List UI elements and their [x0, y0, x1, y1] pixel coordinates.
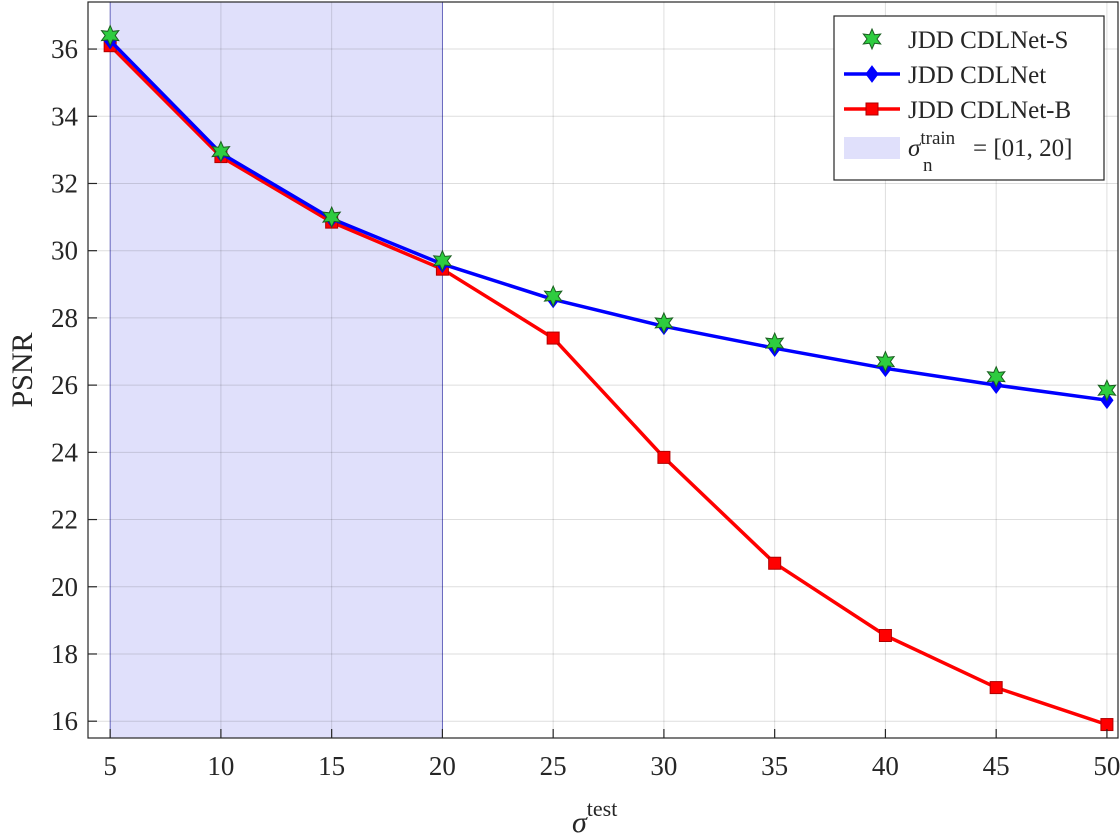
- tick-layer: 5 10 15 20 25 30 35 40 45 50 16 18 20 22 24 26 28 30 32 34 3…: [51, 34, 1120, 781]
- data-point-jdd-cdlnet-b: [989, 681, 1003, 695]
- y-tick-label: 26: [51, 370, 78, 400]
- data-point-jdd-cdlnet-s: [986, 365, 1006, 388]
- legend-item-jdd-cdlnet-s: JDD CDLNet-S: [862, 27, 1068, 54]
- legend-marker: [865, 65, 879, 83]
- y-tick-label: 20: [51, 572, 78, 602]
- legend-item-shaded-region: σtrain n = [01, 20]: [844, 128, 1073, 176]
- y-tick-label: 16: [51, 706, 78, 736]
- shaded-train-range: [109, 1, 443, 739]
- y-axis-label: PSNR: [6, 332, 39, 407]
- series-line-jdd-cdlnet-b: [108, 44, 1108, 727]
- y-tick-label: 36: [51, 34, 78, 64]
- legend-marker: [862, 27, 882, 51]
- x-tick-label: 20: [429, 751, 456, 781]
- legend-shaded-range: = [01, 20]: [973, 135, 1073, 162]
- data-point-jdd-cdlnet-s: [100, 24, 120, 47]
- x-tick-label: 40: [872, 751, 899, 781]
- x-tick-label: 45: [983, 751, 1010, 781]
- x-tick-label: 30: [650, 751, 677, 781]
- y-tick-label: 34: [51, 101, 79, 131]
- legend-label: JDD CDLNet-S: [908, 27, 1068, 54]
- y-tick-label: 24: [51, 437, 79, 467]
- legend-marker: [865, 102, 879, 116]
- grid-layer: [88, 2, 1118, 738]
- legend-shaded-sigma: σ: [908, 135, 922, 162]
- x-tick-label: 10: [207, 751, 234, 781]
- x-tick-label: 35: [761, 751, 788, 781]
- legend-shaded-sup: train: [920, 128, 955, 149]
- data-point-jdd-cdlnet-b: [768, 556, 782, 570]
- series-line-jdd-cdlnet: [108, 39, 1108, 402]
- legend-items: JDD CDLNet-S JDD CDLNet JDD CDLNet-B: [844, 27, 1071, 124]
- x-tick-label: 25: [540, 751, 567, 781]
- x-tick-label: 5: [103, 751, 117, 781]
- legend: JDD CDLNet-S JDD CDLNet JDD CDLNet-B σtrai…: [833, 15, 1105, 181]
- y-tick-label: 22: [51, 505, 78, 535]
- series-jdd-cdlnet-s: [100, 24, 1117, 402]
- x-axis-label: σtest: [572, 796, 617, 839]
- legend-label: JDD CDLNet: [908, 62, 1046, 89]
- legend-shaded-label: σtrain n = [01, 20]: [908, 128, 1073, 176]
- data-point-jdd-cdlnet-s: [321, 205, 342, 229]
- y-tick-label: 18: [51, 639, 78, 669]
- data-point-jdd-cdlnet-s: [211, 140, 231, 163]
- legend-label: JDD CDLNet-B: [908, 97, 1071, 124]
- data-point-jdd-cdlnet-b: [878, 628, 892, 642]
- x-tick-label: 15: [318, 751, 345, 781]
- y-tick-label: 28: [51, 303, 78, 333]
- data-point-jdd-cdlnet-s: [1097, 378, 1117, 402]
- y-tick-label: 30: [51, 236, 78, 266]
- legend-shaded-swatch: [844, 137, 900, 159]
- x-axis-label-sup: test: [587, 796, 618, 821]
- data-point-jdd-cdlnet-s: [432, 249, 453, 273]
- plot-frame: [87, 1, 1119, 739]
- y-tick-label: 32: [51, 168, 78, 198]
- data-point-jdd-cdlnet-b: [1100, 718, 1114, 732]
- shaded-region-layer: [109, 1, 443, 739]
- data-point-jdd-cdlnet-s: [654, 311, 674, 335]
- legend-item-jdd-cdlnet: JDD CDLNet: [844, 62, 1046, 89]
- data-point-jdd-cdlnet-s: [764, 331, 785, 355]
- x-axis-label-base: σ: [572, 806, 588, 839]
- x-tick-label: 50: [1093, 751, 1120, 781]
- data-point-jdd-cdlnet-s: [875, 350, 896, 373]
- legend-item-jdd-cdlnet-b: JDD CDLNet-B: [844, 97, 1071, 124]
- data-point-jdd-cdlnet-s: [543, 284, 563, 308]
- data-point-jdd-cdlnet-b: [657, 450, 671, 464]
- data-point-jdd-cdlnet-b: [546, 331, 560, 345]
- series-layer: [100, 24, 1117, 732]
- legend-shaded-sub: n: [923, 155, 933, 176]
